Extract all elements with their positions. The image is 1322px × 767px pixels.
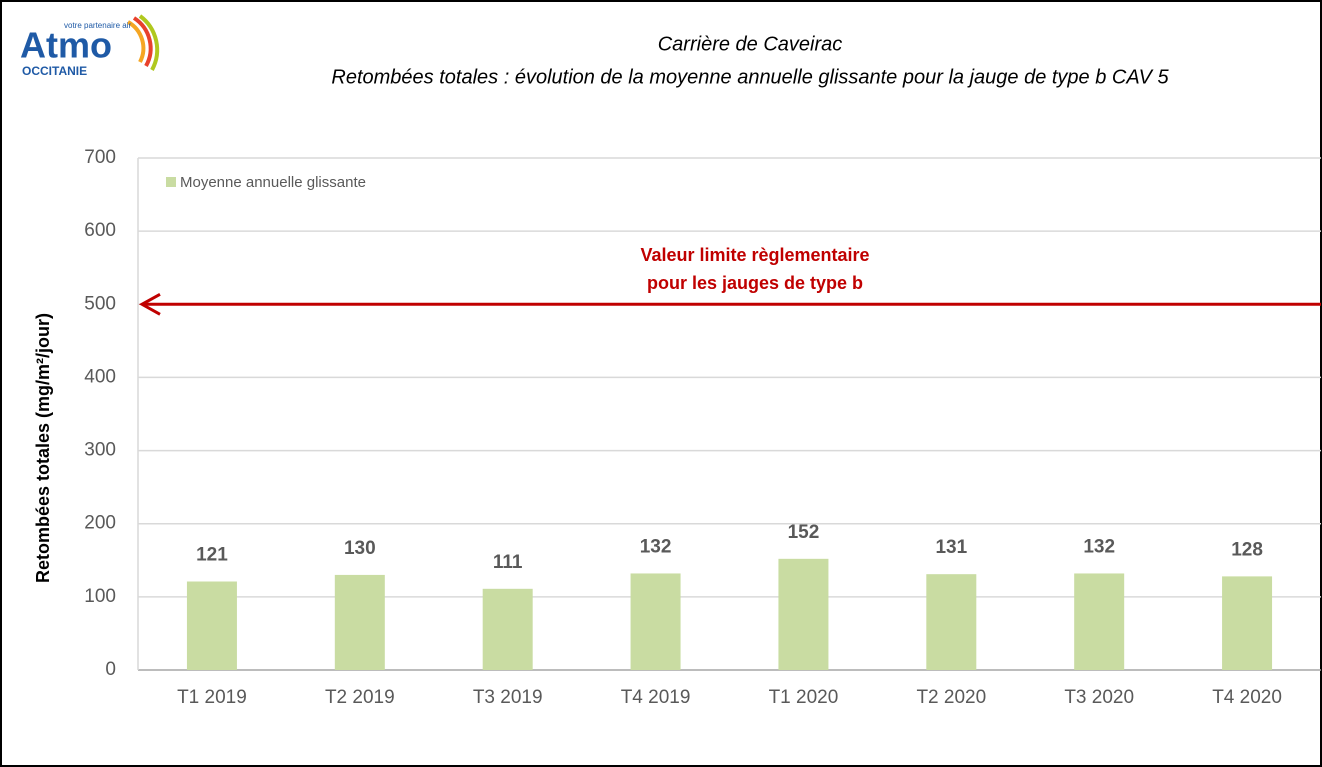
legend-swatch bbox=[166, 177, 176, 187]
bar bbox=[1222, 576, 1273, 670]
logo-arc bbox=[132, 16, 153, 67]
y-tick-label: 500 bbox=[84, 293, 116, 314]
y-tick-label: 200 bbox=[84, 513, 116, 534]
bar bbox=[630, 573, 681, 670]
bar bbox=[1074, 573, 1125, 670]
logo-region: OCCITANIE bbox=[22, 64, 87, 78]
limit-label: pour les jauges de type b bbox=[647, 273, 863, 293]
y-tick-label: 600 bbox=[84, 220, 116, 241]
data-label: 130 bbox=[344, 538, 376, 559]
logo-arc bbox=[138, 14, 160, 71]
limit-label: Valeur limite règlementaire bbox=[640, 245, 869, 265]
bar bbox=[186, 581, 237, 670]
data-label: 111 bbox=[493, 552, 523, 573]
x-tick-label: T3 2019 bbox=[473, 687, 543, 708]
x-tick-label: T4 2020 bbox=[1212, 687, 1282, 708]
logo-tagline: votre partenaire air bbox=[64, 21, 131, 30]
y-tick-label: 400 bbox=[84, 366, 116, 387]
y-tick-label: 0 bbox=[105, 659, 116, 680]
y-tick-label: 300 bbox=[84, 440, 116, 461]
data-label: 132 bbox=[640, 536, 672, 557]
limit-arrowhead bbox=[138, 292, 161, 316]
bar bbox=[334, 574, 385, 670]
data-label: 132 bbox=[1083, 536, 1115, 557]
x-tick-label: T1 2019 bbox=[177, 687, 247, 708]
x-tick-label: T2 2020 bbox=[916, 687, 986, 708]
y-tick-label: 100 bbox=[84, 586, 116, 607]
y-axis-label: Retombées totales (mg/m²/jour) bbox=[33, 313, 53, 583]
chart-title: Carrière de Caveirac bbox=[658, 33, 843, 55]
y-tick-label: 700 bbox=[84, 147, 116, 168]
chart-subtitle: Retombées totales : évolution de la moye… bbox=[331, 66, 1169, 88]
data-label: 152 bbox=[788, 522, 820, 543]
logo-arc bbox=[126, 20, 146, 63]
x-tick-label: T1 2020 bbox=[769, 687, 839, 708]
legend-label: Moyenne annuelle glissante bbox=[180, 174, 366, 191]
x-tick-label: T2 2019 bbox=[325, 687, 395, 708]
data-label: 131 bbox=[935, 537, 967, 558]
data-label: 128 bbox=[1231, 539, 1263, 560]
x-tick-label: T3 2020 bbox=[1064, 687, 1134, 708]
bar bbox=[926, 574, 977, 670]
logo-name: Atmo bbox=[20, 25, 112, 66]
logo: Atmo votre partenaire air OCCITANIE bbox=[20, 14, 160, 78]
x-tick-label: T4 2019 bbox=[621, 687, 691, 708]
bar bbox=[778, 558, 829, 670]
data-label: 121 bbox=[196, 545, 228, 566]
bar bbox=[482, 588, 533, 670]
